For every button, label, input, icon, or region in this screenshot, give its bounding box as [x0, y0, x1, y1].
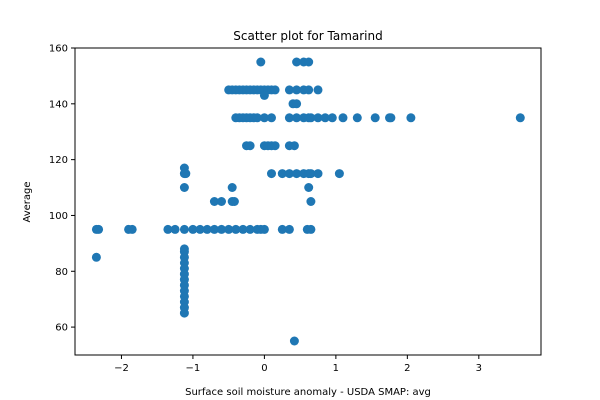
data-point: [188, 224, 198, 234]
data-point: [227, 183, 237, 192]
data-point: [306, 224, 316, 234]
data-point: [370, 113, 380, 123]
data-point: [277, 224, 287, 234]
data-point: [284, 113, 294, 123]
data-point: [270, 85, 280, 95]
data-point: [406, 113, 416, 123]
data-point: [179, 224, 189, 234]
data-point: [267, 169, 276, 179]
data-point: [306, 169, 316, 179]
data-point: [292, 57, 302, 67]
chart-title: Scatter plot for Tamarind: [233, 29, 382, 43]
data-point: [94, 224, 104, 234]
data-point: [127, 224, 137, 234]
data-point: [334, 169, 344, 179]
data-point: [292, 99, 302, 109]
y-tick-label: 100: [49, 211, 68, 222]
data-point: [217, 224, 226, 234]
data-point: [217, 197, 226, 206]
data-point: [91, 252, 101, 262]
data-point: [270, 141, 280, 151]
data-point: [320, 113, 330, 123]
y-axis-ticks: 60 80 100 120 140 160: [49, 44, 75, 334]
data-point: [284, 169, 294, 179]
data-point: [292, 85, 302, 95]
data-point: [256, 57, 266, 67]
data-point: [289, 141, 299, 151]
x-axis-ticks: −2 −1 0 1 2 3: [114, 355, 482, 374]
data-points: [91, 57, 525, 346]
data-point: [284, 85, 294, 95]
data-point: [245, 224, 255, 234]
y-tick-label: 140: [49, 99, 68, 110]
plot-frame: [74, 47, 542, 356]
data-point: [231, 224, 241, 234]
data-point: [229, 197, 239, 206]
data-point: [170, 224, 180, 234]
data-point: [259, 90, 269, 100]
data-point: [306, 197, 316, 206]
x-tick-label: −1: [186, 363, 201, 374]
data-point: [202, 224, 212, 234]
data-point: [327, 113, 337, 123]
data-point: [284, 224, 294, 234]
x-tick-label: 2: [404, 363, 410, 374]
x-tick-label: 0: [261, 363, 267, 374]
data-point: [313, 169, 323, 179]
data-point: [163, 224, 173, 234]
data-point: [259, 113, 269, 123]
data-point: [179, 183, 189, 192]
data-point: [304, 57, 314, 67]
data-point: [209, 197, 219, 206]
data-point: [338, 113, 348, 123]
data-point: [224, 224, 234, 234]
data-point: [195, 224, 205, 234]
data-point: [181, 169, 191, 179]
y-tick-label: 160: [49, 44, 68, 55]
data-point: [238, 224, 248, 234]
data-point: [252, 113, 262, 123]
x-tick-label: −2: [114, 363, 129, 374]
data-point: [267, 113, 276, 123]
data-point: [313, 85, 323, 95]
data-point: [292, 169, 302, 179]
data-point: [292, 113, 302, 123]
data-point: [386, 113, 396, 123]
data-point: [313, 113, 323, 123]
x-axis-label: Surface soil moisture anomaly - USDA SMA…: [185, 387, 431, 398]
data-point: [304, 183, 314, 192]
data-point: [515, 113, 525, 123]
data-point: [352, 113, 362, 123]
y-axis-label: Average: [22, 181, 33, 222]
data-point: [179, 308, 189, 318]
data-point: [304, 85, 314, 95]
data-point: [209, 224, 219, 234]
data-point: [306, 113, 316, 123]
y-tick-label: 60: [55, 323, 68, 334]
data-point: [259, 224, 269, 234]
y-tick-label: 80: [55, 267, 68, 278]
data-point: [277, 169, 287, 179]
data-point: [289, 336, 299, 346]
x-tick-label: 1: [333, 363, 339, 374]
x-tick-label: 3: [476, 363, 482, 374]
data-point: [245, 141, 255, 151]
y-tick-label: 120: [49, 155, 68, 166]
